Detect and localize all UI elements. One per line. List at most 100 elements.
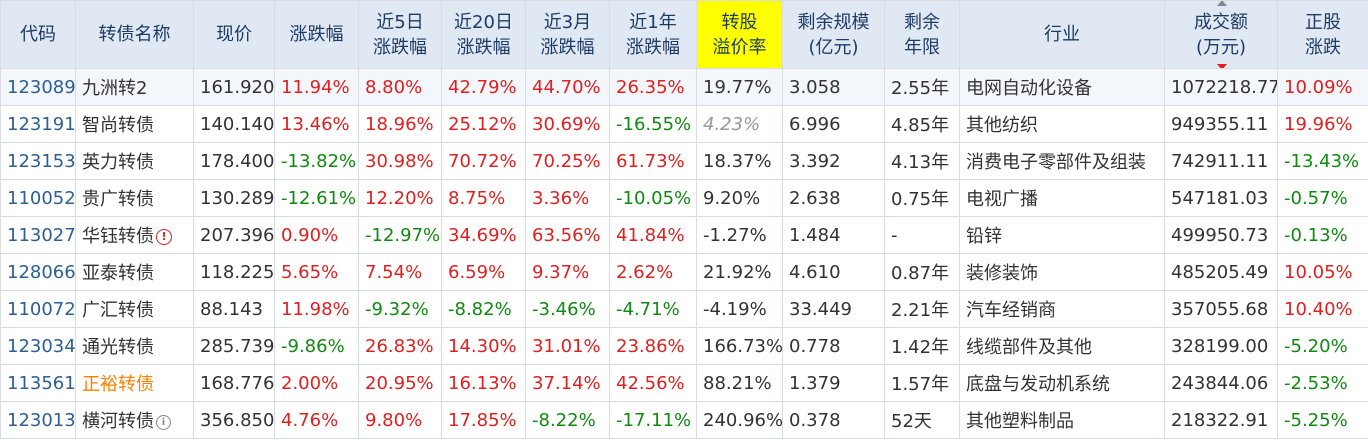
bond-name[interactable]: 华钰转债 — [82, 226, 154, 247]
change-3m: 37.14% — [525, 364, 610, 402]
table-header-row: 代码 转债名称 现价 涨跌幅 近5日 涨跌幅 近20日 涨跌幅 近3月 涨跌幅 近1年… — [0, 0, 1368, 69]
col-20d-change[interactable]: 近20日 涨跌幅 — [441, 0, 526, 69]
change-5d: 18.96% — [358, 105, 442, 143]
stock-change: -0.13% — [1277, 216, 1368, 254]
bond-name[interactable]: 广汇转债 — [75, 290, 194, 328]
industry: 底盘与发动机系统 — [959, 364, 1165, 402]
change: 5.65% — [274, 253, 359, 291]
col-code[interactable]: 代码 — [0, 0, 76, 69]
col-remaining-term[interactable]: 剩余 年限 — [884, 0, 960, 69]
col-stock-change[interactable]: 正股 涨跌 — [1277, 0, 1368, 69]
col-name[interactable]: 转债名称 — [75, 0, 194, 69]
price: 130.289 — [193, 179, 275, 217]
bond-code[interactable]: 123191 — [0, 105, 76, 143]
table-row[interactable]: 110072 广汇转债 88.143 11.98% -9.32% -8.82% … — [0, 290, 1368, 328]
change-20d: 6.59% — [441, 253, 526, 291]
bond-name[interactable]: 横河转债 — [82, 411, 154, 432]
bond-code[interactable]: 123153 — [0, 142, 76, 180]
change-3m: -8.22% — [525, 401, 610, 439]
change-20d: 16.13% — [441, 364, 526, 402]
volume: 328199.00 — [1164, 327, 1278, 365]
bond-code[interactable]: 113561 — [0, 364, 76, 402]
bond-code[interactable]: 110052 — [0, 179, 76, 217]
table-row[interactable]: 123089 九洲转2 161.920 11.94% 8.80% 42.79% … — [0, 68, 1368, 106]
volume: 547181.03 — [1164, 179, 1278, 217]
bond-name[interactable]: 正裕转债 — [75, 364, 194, 402]
change-20d: 70.72% — [441, 142, 526, 180]
table-row[interactable]: 110052 贵广转债 130.289 -12.61% 12.20% 8.75%… — [0, 179, 1368, 217]
change-1y: 23.86% — [609, 327, 697, 365]
sort-arrows-icon[interactable]: 成交额 (万元) — [1194, 1, 1248, 68]
bond-code[interactable]: 128066 — [0, 253, 76, 291]
table-row[interactable]: 113561 正裕转债 168.776 2.00% 20.95% 16.13% … — [0, 364, 1368, 402]
stock-change: -5.25% — [1277, 401, 1368, 439]
bond-code[interactable]: 113027 — [0, 216, 76, 254]
table-row[interactable]: 123191 智尚转债 140.140 13.46% 18.96% 25.12%… — [0, 105, 1368, 143]
bond-name[interactable]: 英力转债 — [75, 142, 194, 180]
change: 13.46% — [274, 105, 359, 143]
remaining-term: 2.55年 — [884, 68, 960, 106]
col-change[interactable]: 涨跌幅 — [274, 0, 359, 69]
change-3m: 44.70% — [525, 68, 610, 106]
volume: 949355.11 — [1164, 105, 1278, 143]
col-price[interactable]: 现价 — [193, 0, 275, 69]
table-row[interactable]: 123034 通光转债 285.739 -9.86% 26.83% 14.30%… — [0, 327, 1368, 365]
remaining-scale: 6.996 — [782, 105, 885, 143]
table-row[interactable]: 123153 英力转债 178.400 -13.82% 30.98% 70.72… — [0, 142, 1368, 180]
bond-name[interactable]: 通光转债 — [75, 327, 194, 365]
bond-name[interactable]: 九洲转2 — [75, 68, 194, 106]
warning-circle-icon[interactable]: ! — [156, 229, 172, 245]
change: -12.61% — [274, 179, 359, 217]
col-5d-change[interactable]: 近5日 涨跌幅 — [358, 0, 442, 69]
stock-change: -0.57% — [1277, 179, 1368, 217]
bond-name[interactable]: 贵广转债 — [75, 179, 194, 217]
info-circle-icon[interactable]: i — [156, 415, 171, 430]
bond-code[interactable]: 123034 — [0, 327, 76, 365]
table-row[interactable]: 113027 华钰转债! 207.396 0.90% -12.97% 34.69… — [0, 216, 1368, 254]
col-remaining-scale[interactable]: 剩余规模 (亿元) — [782, 0, 885, 69]
change-5d: 20.95% — [358, 364, 442, 402]
bond-name-cell[interactable]: 横河转债 i — [75, 401, 194, 439]
change-3m: 63.56% — [525, 216, 610, 254]
col-volume[interactable]: 成交额 (万元) — [1164, 0, 1278, 69]
bond-name-cell[interactable]: 华钰转债! — [75, 216, 194, 254]
industry: 消费电子零部件及组装 — [959, 142, 1165, 180]
price: 207.396 — [193, 216, 275, 254]
change-1y: 2.62% — [609, 253, 697, 291]
stock-change: -13.43% — [1277, 142, 1368, 180]
remaining-term: 2.21年 — [884, 290, 960, 328]
remaining-scale: 1.484 — [782, 216, 885, 254]
col-3m-change[interactable]: 近3月 涨跌幅 — [525, 0, 610, 69]
remaining-scale: 3.058 — [782, 68, 885, 106]
change: 11.98% — [274, 290, 359, 328]
remaining-term: - — [884, 216, 960, 254]
remaining-term: 1.42年 — [884, 327, 960, 365]
remaining-scale: 2.638 — [782, 179, 885, 217]
bond-code[interactable]: 123089 — [0, 68, 76, 106]
change-20d: 8.75% — [441, 179, 526, 217]
price: 168.776 — [193, 364, 275, 402]
change-1y: 41.84% — [609, 216, 697, 254]
change: -9.86% — [274, 327, 359, 365]
bond-name[interactable]: 亚泰转债 — [75, 253, 194, 291]
change-1y: 42.56% — [609, 364, 697, 402]
conversion-premium: 9.20% — [696, 179, 783, 217]
change-3m: 3.36% — [525, 179, 610, 217]
col-conversion-premium[interactable]: 转股 溢价率 — [696, 0, 783, 69]
table-row[interactable]: 128066 亚泰转债 118.225 5.65% 7.54% 6.59% 9.… — [0, 253, 1368, 291]
conversion-premium: 240.96% — [696, 401, 783, 439]
bond-code[interactable]: 123013 — [0, 401, 76, 439]
col-1y-change[interactable]: 近1年 涨跌幅 — [609, 0, 697, 69]
remaining-scale: 0.778 — [782, 327, 885, 365]
change-3m: 30.69% — [525, 105, 610, 143]
table-row[interactable]: 123013 横河转债 i 356.850 4.76% 9.80% 17.85% … — [0, 401, 1368, 439]
remaining-term: 0.75年 — [884, 179, 960, 217]
industry: 其他纺织 — [959, 105, 1165, 143]
bond-code[interactable]: 110072 — [0, 290, 76, 328]
volume: 742911.11 — [1164, 142, 1278, 180]
col-industry[interactable]: 行业 — [959, 0, 1165, 69]
price: 140.140 — [193, 105, 275, 143]
bond-name[interactable]: 智尚转债 — [75, 105, 194, 143]
remaining-scale: 4.610 — [782, 253, 885, 291]
